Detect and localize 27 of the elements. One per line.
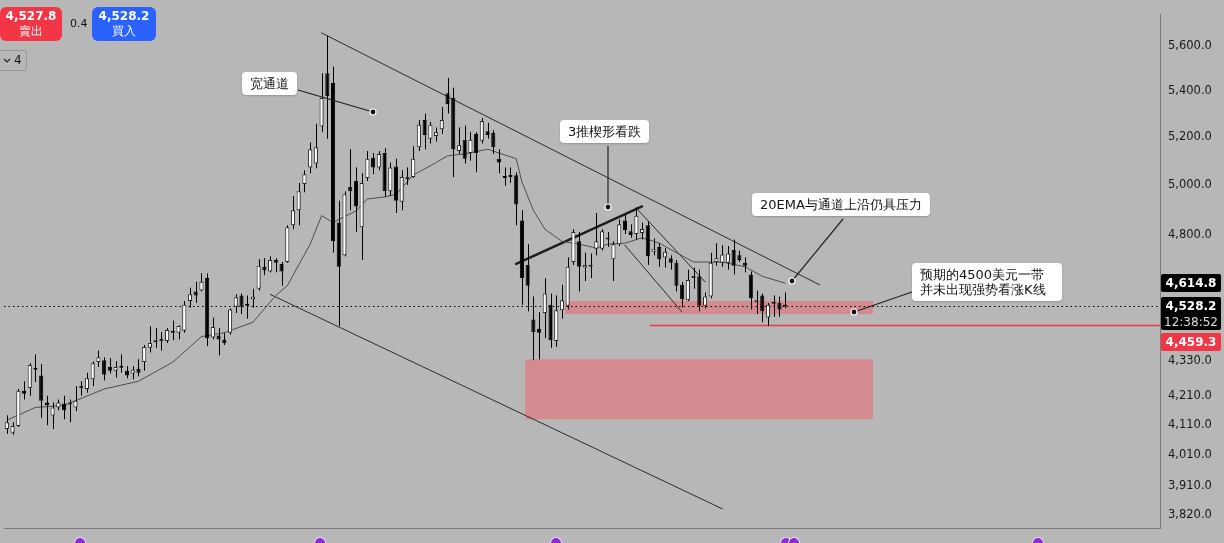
ref-line-label: 4,459.3 [1161,333,1221,352]
y-tick-label: 5,200.0 [1168,128,1212,143]
y-tick-label: 4,210.0 [1168,387,1212,402]
annotation: 预期的4500美元一带并未出现强势看涨K线 [912,263,1062,301]
annotation: 賣出 [18,24,44,39]
y-tick-label: 4,110.0 [1168,417,1212,432]
text: 12:38:52 [1163,315,1219,331]
annotation: 宽通道 [242,72,297,95]
y-tick-label: 4,010.0 [1168,447,1212,462]
annotation: 3推楔形看跌 [560,120,650,143]
annotation: 4,528.2 [97,9,151,24]
y-tick-label: 5,000.0 [1168,176,1212,191]
annotation: 0.4 [70,17,88,30]
annotation: 4,527.8 [4,9,58,24]
y-tick-label: 4,800.0 [1168,226,1212,241]
y-tick-label: 4,330.0 [1168,353,1212,368]
buy-button: 4,528.2 買入 [92,7,156,41]
sell-button: 4,527.8 賣出 [0,7,62,41]
annotation: 20EMA与通道上沿仍具压力 [752,193,930,216]
annotation: 買入 [111,24,137,39]
annotation: 4 [14,53,22,67]
ref-line-label: 4,528.2 [1165,299,1217,314]
y-tick-label: 3,910.0 [1168,478,1212,493]
y-tick-label: 5,400.0 [1168,82,1212,97]
text: 4,614.8 [1161,274,1221,293]
y-tick-label: 3,820.0 [1168,506,1212,521]
y-tick-label: 5,600.0 [1168,38,1212,52]
